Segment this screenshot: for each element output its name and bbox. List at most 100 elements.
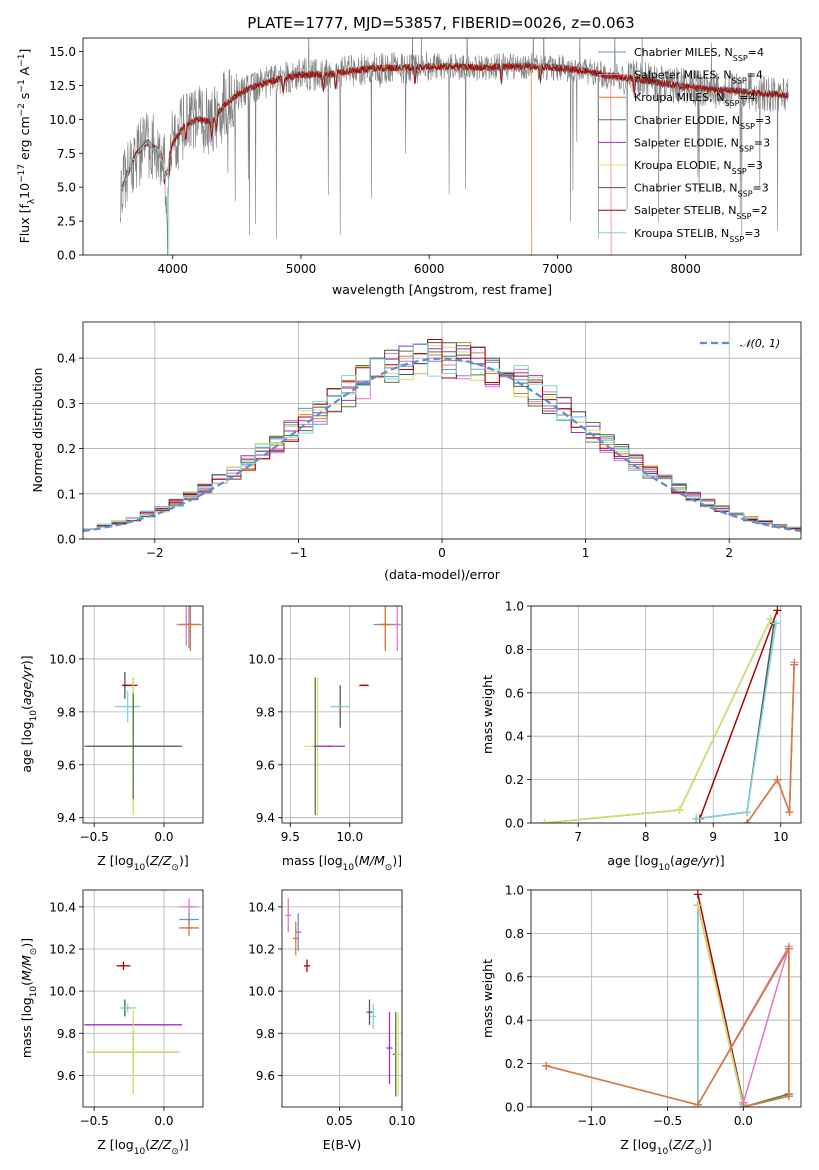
legend-nssp: =4 xyxy=(747,69,763,82)
y-tick-label: 9.6 xyxy=(256,758,275,772)
x-axis-label: Z [log10(Z/Z⊙)] xyxy=(620,1137,711,1157)
label-part: 10 xyxy=(29,986,39,998)
point-kroupa_stelib xyxy=(119,1003,137,1013)
y-tick-label: 0.6 xyxy=(505,686,524,700)
y-tick-label: 10.4 xyxy=(248,900,275,914)
label-part: M/M xyxy=(19,955,34,981)
x-tick-label: −0.5 xyxy=(653,1114,682,1128)
y-tick-label: 0.2 xyxy=(505,1057,524,1071)
legend-nssp: =2 xyxy=(751,204,767,217)
point-salpeter_miles xyxy=(285,898,292,933)
plot-area xyxy=(540,606,799,823)
y-axis-label: Normed distribution xyxy=(30,368,45,493)
histogram-kroupa_stelib xyxy=(83,343,801,530)
y-tick-label: 12.5 xyxy=(49,79,76,93)
point-kroupa_miles xyxy=(179,606,202,651)
point-kroupa_stelib xyxy=(115,690,141,723)
x-tick-label: 0.0 xyxy=(734,1114,753,1128)
point-kroupa_elodie xyxy=(87,1010,180,1095)
label-part: ⊙ xyxy=(694,1147,702,1157)
label-part: age [log xyxy=(19,721,34,772)
y-tick-label: 0.8 xyxy=(505,927,524,941)
weight-marker-kroupa_miles xyxy=(542,1061,551,1070)
label-part: M/M xyxy=(359,853,385,868)
y-tick-label: 10.2 xyxy=(49,942,76,956)
y-axis-label: mass weight xyxy=(480,959,495,1038)
y-tick-label: 9.8 xyxy=(256,1027,275,1041)
x-tick-label: 8 xyxy=(642,830,650,844)
x-tick-label: 5000 xyxy=(286,262,317,276)
legend-name: Salpeter STELIB, N xyxy=(634,204,736,217)
label-part: Flux [f xyxy=(17,204,32,244)
y-tick-label: 1.0 xyxy=(505,600,524,614)
legend-nssp: =3 xyxy=(755,114,771,127)
label-part: Z/Z xyxy=(672,1137,695,1152)
panels: 4000 5000 6000 7000 80000.02.55.07.510.012.5… xyxy=(17,37,802,1157)
y-tick-label: 0.3 xyxy=(57,397,76,411)
label-part: −2 xyxy=(17,103,27,116)
point-chabrier_stelib xyxy=(366,999,373,1025)
legend-nssp: =3 xyxy=(754,136,770,149)
label-part: −17 xyxy=(17,164,27,183)
label-part: Z [log xyxy=(620,1137,656,1152)
panel-mass_vs_ebv: 0.05 0.10 9.6 9.8 10.0 10.2 10.4 E(B-V) xyxy=(248,889,416,1152)
y-tick-label: 15.0 xyxy=(49,45,76,59)
legend-sub: SSP xyxy=(733,54,748,63)
grid xyxy=(282,606,402,823)
axes-frame xyxy=(82,37,802,256)
x-tick-label: 0.10 xyxy=(389,1114,416,1128)
weight-marker-kroupa_miles xyxy=(743,819,751,823)
point-kroupa_elodie xyxy=(395,1012,402,1097)
axes-frame xyxy=(530,889,802,1108)
label-part: s xyxy=(17,93,32,104)
plot-area xyxy=(542,890,793,1107)
legend-nssp: =3 xyxy=(744,227,760,240)
y-tick-label: 10.0 xyxy=(49,113,76,127)
x-tick-label: 9.5 xyxy=(281,830,300,844)
panel-age_vs_Z: −0.5 0.09.49.69.810.0Z [log10(Z/Z⊙)]age [… xyxy=(19,605,204,873)
point-kroupa_miles xyxy=(378,606,393,651)
legend-sub: SSP xyxy=(739,144,754,153)
weight-line-salpeter_stelib xyxy=(699,610,779,819)
x-tick-label: −1.0 xyxy=(577,1114,606,1128)
label-part: 10 xyxy=(343,863,355,873)
x-tick-label: 0.0 xyxy=(154,1114,173,1128)
weight-marker-kroupa_miles xyxy=(784,944,793,953)
label-part: )] xyxy=(392,853,402,868)
point-salpeter_stelib xyxy=(116,961,131,971)
label-part: mass [log xyxy=(19,997,34,1058)
y-axis-label: mass weight xyxy=(480,675,495,754)
axes-frame xyxy=(82,321,802,540)
y-tick-label: 5.0 xyxy=(57,181,76,195)
label-part: age/yr xyxy=(675,853,716,868)
point-salpeter_miles xyxy=(393,606,401,651)
legend-name: Kroupa STELIB, N xyxy=(634,227,729,240)
figure-title: PLATE=1777, MJD=53857, FIBERID=0026, z=0… xyxy=(247,14,634,32)
y-tick-label: 9.4 xyxy=(256,811,275,825)
plot-area xyxy=(84,606,202,816)
axes-frame xyxy=(281,605,403,824)
x-tick-label: 0.05 xyxy=(326,1114,353,1128)
label-part: ( xyxy=(354,853,359,868)
y-tick-label: 9.6 xyxy=(57,758,76,772)
observed-spectrum-line xyxy=(119,38,789,255)
label-part: mass [log xyxy=(282,853,343,868)
legend-name: Salpeter MILES, N xyxy=(634,69,732,82)
x-tick-label: 2 xyxy=(725,546,733,560)
point-kroupa_miles xyxy=(179,919,199,937)
legend-name: Chabrier ELODIE, N xyxy=(634,114,740,127)
label-part: )] xyxy=(179,1137,189,1152)
weight-marker-kroupa_miles xyxy=(693,1100,702,1107)
weight-marker-kroupa_stelib xyxy=(772,619,781,628)
weight-marker-kroupa_elodie xyxy=(540,819,549,823)
x-axis-label: Z [log10(Z/Z⊙)] xyxy=(97,853,188,873)
model-line-kroupa_stelib xyxy=(121,140,170,255)
legend-label-kroupa_stelib: Kroupa STELIB, NSSP=3 xyxy=(634,227,760,244)
weight-marker-salpeter_stelib xyxy=(773,606,782,615)
legend-sub: SSP xyxy=(729,234,744,243)
legend-name: Kroupa MILES, N xyxy=(634,91,724,104)
x-tick-label: 10 xyxy=(773,830,788,844)
